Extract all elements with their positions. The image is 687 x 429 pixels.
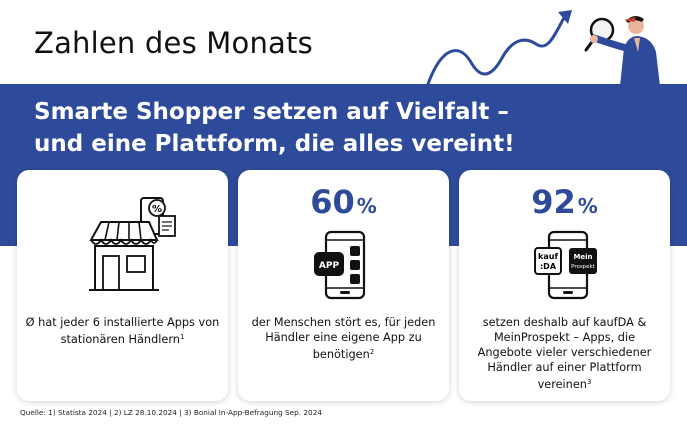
- growth-arrow-illustration: [426, 10, 572, 86]
- card-1-description: Ø hat jeder 6 installierte Apps von stat…: [25, 316, 220, 346]
- footnote-2: 2: [369, 348, 375, 356]
- stat-card-installed-apps: % Ø hat jeder 6 installierte Apps von st…: [17, 170, 228, 401]
- app-label: APP: [319, 261, 340, 271]
- store-icon: %: [89, 197, 176, 291]
- card-1-text: Ø hat jeder 6 installierte Apps von stat…: [25, 315, 220, 347]
- svg-text:kauf: kauf: [538, 252, 558, 261]
- card-3-text: setzen deshalb auf kaufDA & MeinProspekt…: [467, 315, 662, 392]
- phone-app-icon: APP: [314, 230, 366, 300]
- source-note: Quelle: 1) Statista 2024 | 2) LZ 28.10.2…: [20, 408, 322, 417]
- svg-text:Prospekt: Prospekt: [571, 264, 596, 270]
- card-2-description: der Menschen stört es, für jeden Händler…: [251, 316, 436, 361]
- stat-value: 92: [531, 183, 576, 221]
- stat-card-annoyed: 60% APP der Menschen stört es, für jeden…: [238, 170, 449, 401]
- stat-card-platform: 92% kauf :DA Mein Prospekt setzen deshal…: [459, 170, 670, 401]
- person-magnifier-icon: [584, 15, 660, 86]
- footnote-3: 3: [586, 378, 592, 386]
- footnote-1: 1: [179, 333, 185, 341]
- phone-logos-icon: kauf :DA Mein Prospekt: [534, 230, 597, 300]
- page-title: Zahlen des Monats: [34, 26, 313, 60]
- card-3-description: setzen deshalb auf kaufDA & MeinProspekt…: [477, 316, 652, 391]
- svg-text:%: %: [152, 204, 162, 215]
- stat-92-percent: 92%: [459, 182, 670, 226]
- headline-line-2: und eine Plattform, die alles vereint!: [34, 131, 515, 157]
- stat-unit: %: [577, 194, 598, 218]
- headline-line-1: Smarte Shopper setzen auf Vielfalt –: [34, 99, 509, 125]
- headline: Smarte Shopper setzen auf Vielfalt – und…: [34, 96, 594, 160]
- stat-value: 60: [310, 183, 355, 221]
- svg-text:Mein: Mein: [573, 253, 592, 261]
- stat-60-percent: 60%: [238, 182, 449, 226]
- card-2-text: der Menschen stört es, für jeden Händler…: [246, 315, 441, 362]
- svg-text::DA: :DA: [540, 262, 557, 271]
- stat-unit: %: [356, 194, 377, 218]
